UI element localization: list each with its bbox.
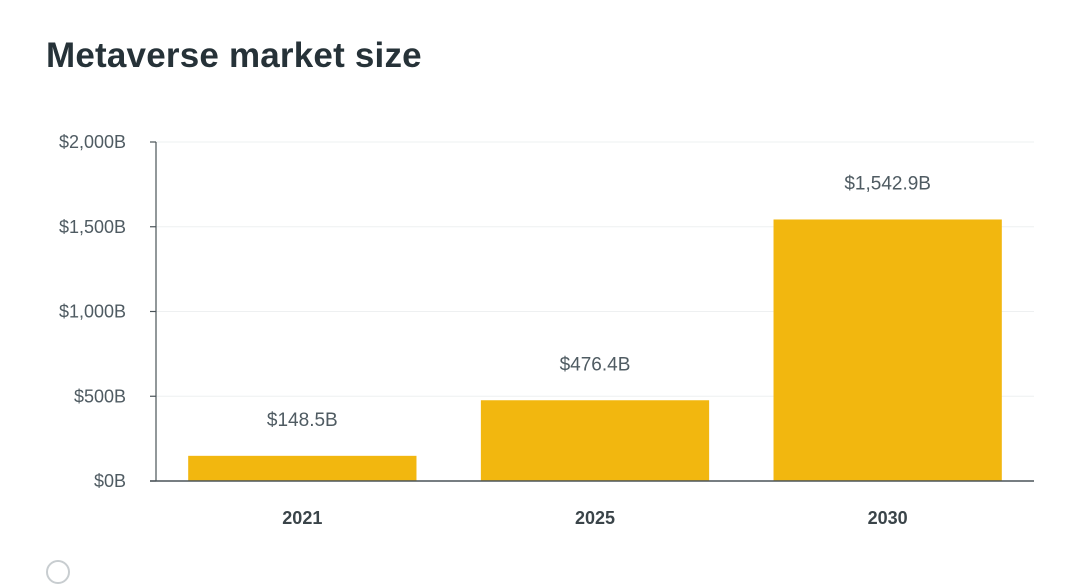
y-tick-label: $0B: [94, 471, 126, 491]
source-icon: [46, 560, 70, 584]
data-labels: $148.5B $476.4B $1,542.9B: [267, 173, 931, 430]
chart-title: Metaverse market size: [46, 36, 422, 75]
bar-2030: [773, 219, 1002, 481]
axes: [150, 141, 1034, 482]
data-label-2030: $1,542.9B: [844, 173, 931, 194]
y-tick-labels: $0B $500B $1,000B $1,500B $2,000B: [59, 132, 126, 491]
y-tick-label: $1,000B: [59, 302, 126, 322]
data-label-2021: $148.5B: [267, 410, 338, 431]
y-tick-label: $2,000B: [59, 132, 126, 152]
data-label-2025: $476.4B: [560, 354, 631, 375]
bar-2025: [480, 400, 710, 481]
x-tick-label-2021: 2021: [282, 508, 322, 528]
bar-chart: $0B$500B$1,000B$1,500B$2,000B 2021 2025 20…: [59, 132, 1034, 528]
x-tick-label-2030: 2030: [868, 508, 908, 528]
y-tick-label: $500B: [74, 386, 126, 406]
bars: [188, 219, 1002, 481]
y-tick-label: $1,500B: [59, 217, 126, 237]
x-tick-labels: 2021 2025 2030: [282, 508, 907, 528]
x-tick-label-2025: 2025: [575, 508, 615, 528]
bar-2021: [188, 455, 417, 481]
